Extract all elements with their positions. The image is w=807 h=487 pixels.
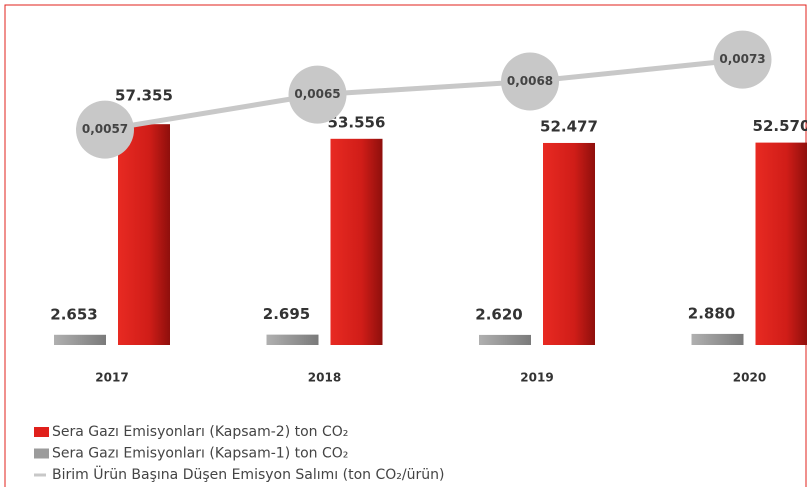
line-point xyxy=(501,52,559,111)
x-tick-label: 2019 xyxy=(520,371,553,385)
legend-label: Sera Gazı Emisyonları (Kapsam-1) ton CO₂ xyxy=(52,446,348,462)
value-label: 53.556 xyxy=(328,113,386,131)
bar xyxy=(691,333,744,345)
legend-swatch xyxy=(34,448,49,459)
legend-label: Sera Gazı Emisyonları (Kapsam-2) ton CO₂ xyxy=(52,424,348,440)
bar xyxy=(118,124,170,345)
bar xyxy=(330,138,383,345)
bar xyxy=(54,334,106,345)
line-point xyxy=(76,100,134,159)
value-label: 57.355 xyxy=(115,87,173,105)
bar xyxy=(266,334,319,345)
line-value-label: 0,0073 xyxy=(719,52,765,66)
line xyxy=(104,57,743,133)
x-tick-label: 2017 xyxy=(95,371,128,385)
value-label: 2.653 xyxy=(50,305,97,323)
bar xyxy=(479,334,531,345)
line-value-label: 0,0057 xyxy=(82,122,128,136)
line-value-label: 0,0068 xyxy=(507,74,553,88)
value-label: 52.570 xyxy=(753,117,807,135)
value-label: 2.695 xyxy=(263,305,310,323)
value-label: 2.620 xyxy=(475,305,522,323)
line-point xyxy=(713,30,772,89)
bar xyxy=(755,142,807,345)
legend-label: Birim Ürün Başına Düşen Emisyon Salımı (… xyxy=(52,465,444,483)
x-tick-label: 2018 xyxy=(308,371,341,385)
value-label: 2.880 xyxy=(688,304,735,322)
bar xyxy=(543,142,595,345)
line-point xyxy=(288,65,347,124)
x-tick-label: 2020 xyxy=(733,371,766,385)
line-value-label: 0,0065 xyxy=(294,87,340,101)
value-label: 52.477 xyxy=(540,117,598,135)
legend-swatch xyxy=(34,427,49,437)
